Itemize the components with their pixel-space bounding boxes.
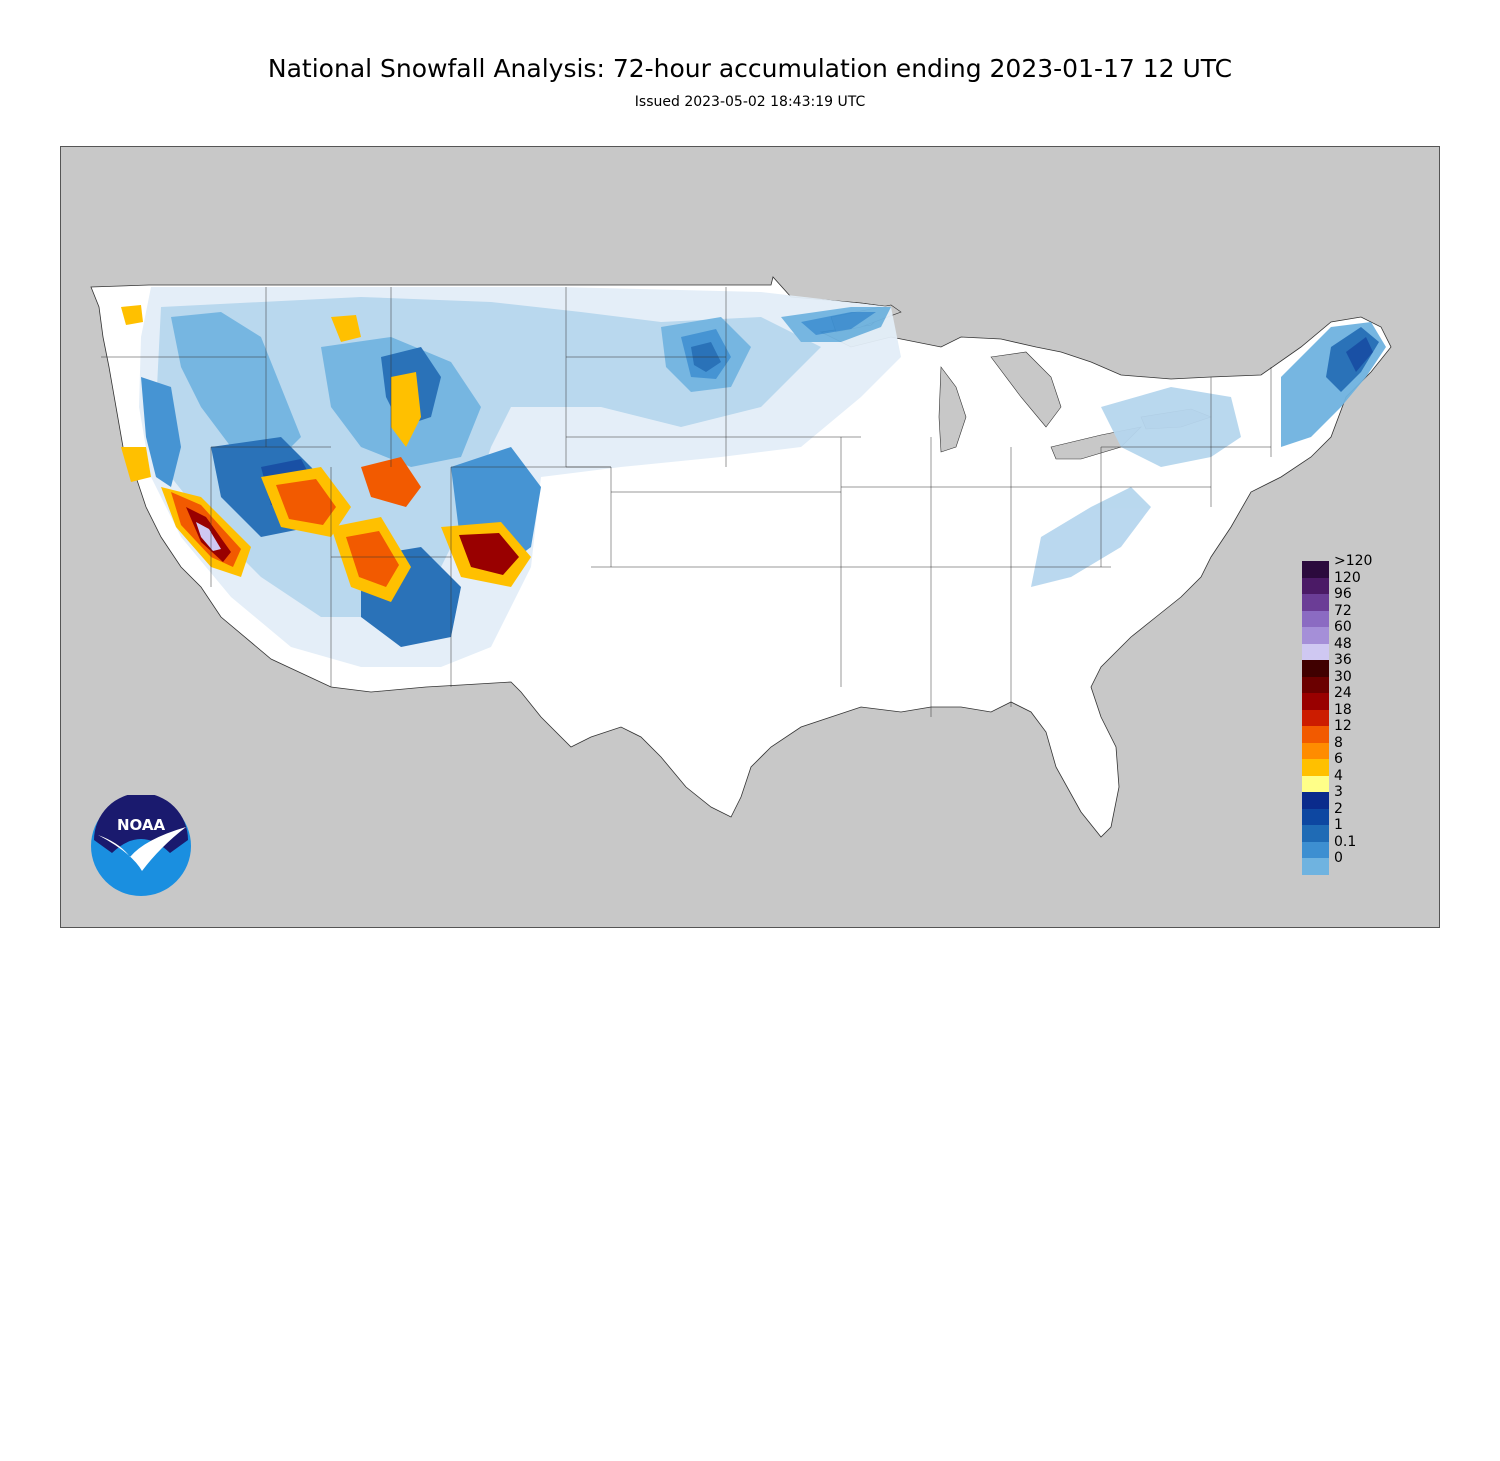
legend-swatch xyxy=(1302,742,1329,759)
legend-label: 0.1 xyxy=(1334,833,1357,850)
legend-swatch xyxy=(1302,676,1329,693)
issued-timestamp: Issued 2023-05-02 18:43:19 UTC xyxy=(634,94,866,110)
legend-label: >120 xyxy=(1334,553,1373,569)
legend-swatch xyxy=(1302,660,1329,677)
legend-swatch xyxy=(1302,792,1329,809)
map-panel[interactable] xyxy=(60,146,1440,928)
legend-swatch xyxy=(1302,858,1329,875)
legend-label: 72 xyxy=(1334,602,1352,619)
legend-swatch xyxy=(1302,726,1329,743)
legend-label: 6 xyxy=(1334,751,1343,767)
legend-label: 3 xyxy=(1334,784,1343,800)
bird-icon xyxy=(98,827,186,871)
legend-swatch xyxy=(1302,627,1329,644)
page-title: National Snowfall Analysis: 72-hour accu… xyxy=(267,54,1233,83)
snowfall-map xyxy=(61,147,1439,927)
legend-swatch xyxy=(1302,610,1329,627)
legend-label: 4 xyxy=(1334,767,1343,784)
legend-label: 0 xyxy=(1334,850,1343,866)
legend-units-label: inches xyxy=(1382,743,1400,803)
legend-swatch xyxy=(1302,759,1329,776)
legend-swatch xyxy=(1302,577,1329,594)
legend-label: 96 xyxy=(1334,586,1352,602)
legend-label: 60 xyxy=(1334,619,1352,635)
legend-label: 120 xyxy=(1334,569,1361,586)
legend-swatch xyxy=(1302,693,1329,710)
legend-swatch xyxy=(1302,825,1329,842)
legend-label: 36 xyxy=(1334,652,1352,668)
legend-swatch xyxy=(1302,808,1329,825)
heavy-snow-areas xyxy=(121,305,531,602)
legend-swatch xyxy=(1302,594,1329,611)
legend-label: 24 xyxy=(1334,685,1352,701)
legend-labels: >120 120 96 72 60 48 36 30 24 18 12 8 6 … xyxy=(1334,553,1372,867)
legend-label: 12 xyxy=(1334,718,1352,734)
state-borders xyxy=(101,287,1272,717)
legend-swatch xyxy=(1302,561,1329,578)
legend-label: 2 xyxy=(1334,800,1343,817)
legend-label: 30 xyxy=(1334,668,1352,685)
legend-swatch xyxy=(1302,709,1329,726)
legend-label: 48 xyxy=(1334,635,1352,652)
legend-label: 8 xyxy=(1334,734,1343,751)
legend-swatch xyxy=(1302,643,1329,660)
legend-colorbar xyxy=(1302,561,1329,875)
color-legend: >120 120 96 72 60 48 36 30 24 18 12 8 6 … xyxy=(1302,553,1422,876)
legend-label: 1 xyxy=(1334,817,1343,833)
logo-text: NOAA xyxy=(117,816,166,834)
legend-label: 18 xyxy=(1334,701,1352,718)
legend-swatch xyxy=(1302,775,1329,792)
legend-swatch xyxy=(1302,841,1329,858)
noaa-logo: NOAA xyxy=(91,795,191,896)
